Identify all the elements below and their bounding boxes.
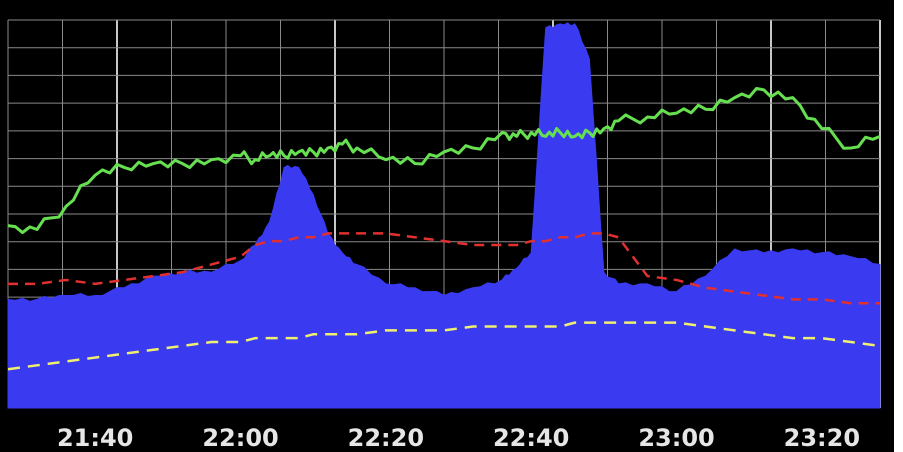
area-series-fill	[7, 22, 881, 409]
x-tick-label: 23:20	[784, 424, 860, 452]
red-dashed-series	[8, 232, 880, 305]
line-series-layer	[7, 86, 881, 371]
x-tick-label: 22:20	[348, 424, 424, 452]
area-series-layer	[7, 22, 881, 409]
x-tick-label: 22:00	[202, 424, 278, 452]
x-tick-label: 23:00	[638, 424, 714, 452]
green-line-series	[7, 86, 881, 235]
x-tick-label: 22:40	[493, 424, 569, 452]
yellow-dashed-series	[7, 321, 881, 371]
x-tick-label: 21:40	[57, 424, 133, 452]
x-tick-labels: 21:40 22:00 22:20 22:40 23:00 23:20	[57, 424, 860, 452]
